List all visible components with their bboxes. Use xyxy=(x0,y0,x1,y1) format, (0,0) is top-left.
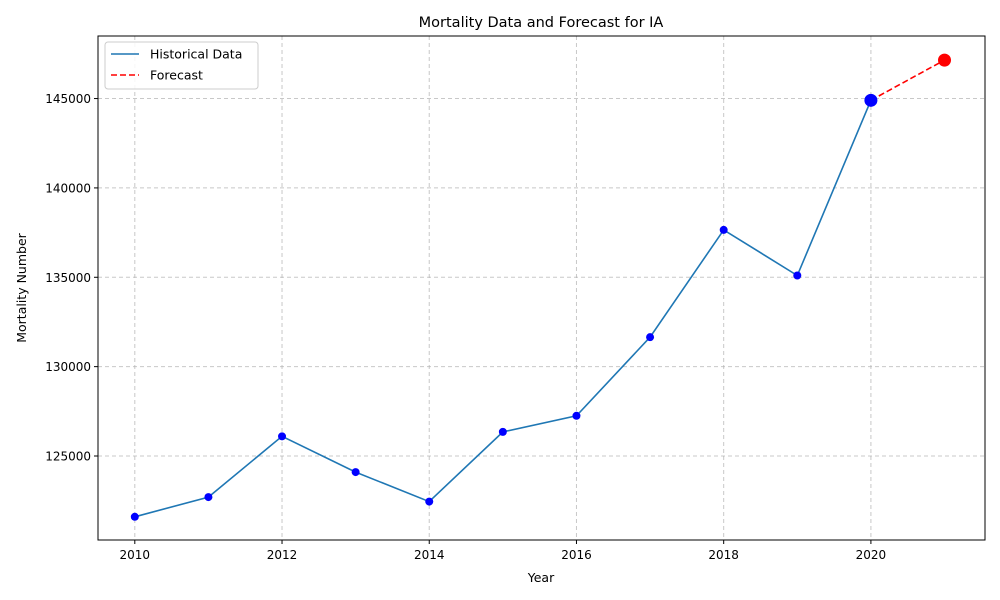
x-tick-label: 2014 xyxy=(414,548,445,562)
historical-point xyxy=(719,225,728,234)
chart-title: Mortality Data and Forecast for IA xyxy=(419,15,664,31)
data-points xyxy=(130,53,952,521)
y-tick-label: 125000 xyxy=(45,450,91,464)
legend-box xyxy=(104,41,259,90)
historical-point xyxy=(646,333,655,342)
y-axis-label: Mortality Number xyxy=(14,232,29,342)
x-tick-label: 2018 xyxy=(708,548,739,562)
x-tick-label: 2012 xyxy=(267,548,298,562)
legend-forecast-label: Forecast xyxy=(150,68,203,83)
y-tick-label: 145000 xyxy=(45,92,91,106)
grid-lines xyxy=(98,36,985,540)
axis-ticks: 2010 2012 2014 2016 2018 2020 125000 130000 1350… xyxy=(45,92,886,562)
x-tick-label: 2020 xyxy=(856,548,887,562)
legend: Historical Data Forecast xyxy=(104,41,259,90)
historical-point xyxy=(793,271,802,280)
historical-point xyxy=(425,497,434,506)
y-tick-label: 140000 xyxy=(45,181,91,195)
x-tick-label: 2010 xyxy=(120,548,151,562)
last-historical-point xyxy=(864,93,878,107)
historical-point xyxy=(351,468,360,477)
historical-point xyxy=(572,411,581,420)
historical-point xyxy=(498,427,507,436)
historical-point xyxy=(204,493,213,502)
series-lines xyxy=(134,59,945,518)
x-axis-label: Year xyxy=(527,570,555,585)
y-tick-label: 130000 xyxy=(45,360,91,374)
x-tick-label: 2016 xyxy=(561,548,592,562)
historical-point xyxy=(278,432,287,441)
historical-point xyxy=(130,512,139,521)
plot-frame xyxy=(97,35,986,541)
y-tick-label: 135000 xyxy=(45,271,91,285)
forecast-point xyxy=(938,53,952,67)
series-line-1 xyxy=(870,59,945,102)
legend-historical-label: Historical Data xyxy=(150,47,242,62)
series-line-0 xyxy=(134,99,872,518)
